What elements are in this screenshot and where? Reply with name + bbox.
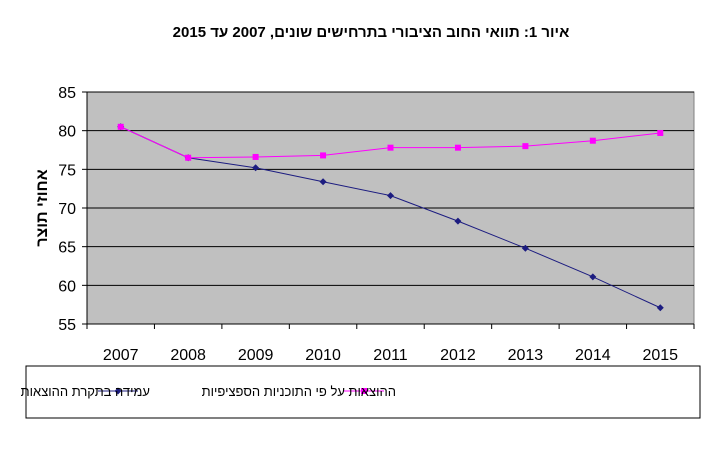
series-2 bbox=[117, 123, 664, 161]
series-layer bbox=[117, 123, 664, 312]
y-tick-label: 80 bbox=[58, 124, 76, 141]
data-point bbox=[185, 154, 192, 161]
legend: עמידה בתקרת ההוצאות ההוצאות על פי התוכניו… bbox=[21, 384, 396, 399]
y-tick-label: 75 bbox=[58, 162, 76, 179]
legend-marker bbox=[114, 387, 122, 395]
data-point bbox=[657, 129, 664, 136]
x-tick-label: 2008 bbox=[170, 347, 206, 364]
data-point bbox=[589, 273, 597, 281]
data-point bbox=[656, 304, 664, 312]
legend-item-2: ההוצאות על פי התוכניות הספציפיות bbox=[202, 384, 396, 399]
x-tick-label: 2012 bbox=[440, 347, 476, 364]
data-point bbox=[387, 192, 394, 200]
data-point bbox=[252, 153, 259, 160]
data-point bbox=[252, 164, 260, 172]
x-axis-ticks: 2007 2008 2009 2010 2011 2012 2013 2014 2015 bbox=[86, 323, 695, 364]
y-tick-label: 65 bbox=[58, 240, 76, 257]
y-tick-label: 85 bbox=[58, 85, 76, 102]
data-point bbox=[454, 144, 461, 151]
y-tick-label: 60 bbox=[58, 278, 76, 295]
x-tick-label: 2013 bbox=[508, 347, 544, 364]
legend-marker bbox=[361, 388, 367, 394]
y-tick-label: 55 bbox=[58, 317, 76, 334]
data-point bbox=[320, 152, 327, 159]
data-point bbox=[117, 123, 124, 130]
data-point bbox=[454, 217, 462, 225]
data-point bbox=[589, 137, 596, 144]
x-tick-label: 2011 bbox=[373, 347, 408, 364]
y-axis-label: אחוזי תוצר bbox=[34, 169, 51, 246]
legend-label: ההוצאות על פי התוכניות הספציפיות bbox=[202, 384, 396, 399]
legend-item-1: עמידה בתקרת ההוצאות bbox=[21, 384, 150, 399]
x-tick-label: 2007 bbox=[103, 347, 139, 364]
legend-label: עמידה בתקרת ההוצאות bbox=[21, 384, 150, 399]
x-tick-label: 2014 bbox=[575, 347, 611, 364]
data-point bbox=[387, 144, 394, 151]
data-point bbox=[319, 178, 327, 186]
chart-title: איור 1: תוואי החוב הציבורי בתרחישים שוני… bbox=[173, 24, 570, 41]
data-point bbox=[522, 143, 529, 150]
x-tick-label: 2015 bbox=[642, 347, 678, 364]
x-tick-label: 2009 bbox=[238, 347, 274, 364]
x-tick-label: 2010 bbox=[305, 347, 341, 364]
y-tick-label: 70 bbox=[58, 201, 76, 218]
data-point bbox=[521, 244, 529, 252]
gridlines bbox=[87, 91, 694, 286]
y-axis-ticks: 55 60 65 70 75 80 85 bbox=[58, 85, 88, 334]
